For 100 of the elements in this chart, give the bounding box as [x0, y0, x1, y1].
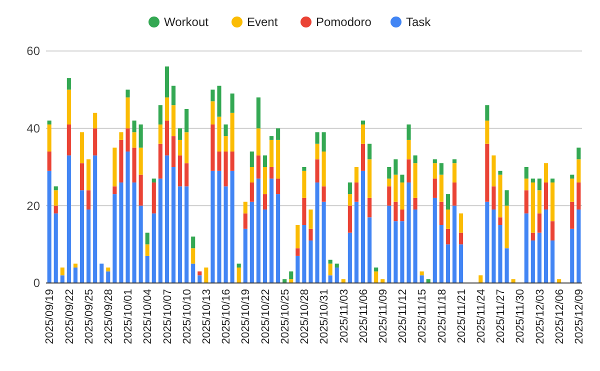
bar	[459, 232, 464, 244]
bar	[93, 155, 98, 283]
bar	[537, 190, 542, 214]
bar	[504, 248, 509, 283]
bar	[550, 178, 555, 182]
bar	[178, 186, 182, 283]
bar	[54, 213, 58, 283]
bar	[100, 264, 104, 283]
bar	[171, 136, 176, 167]
bar	[224, 186, 228, 283]
bar	[60, 275, 64, 283]
bar	[217, 86, 222, 117]
bar	[158, 144, 162, 179]
bar	[354, 202, 359, 283]
bar	[354, 167, 359, 182]
bar	[204, 268, 208, 283]
bar	[230, 112, 234, 152]
bar	[524, 167, 528, 179]
bar	[126, 152, 130, 283]
bar	[406, 159, 411, 182]
bar	[334, 264, 339, 268]
bar	[315, 159, 320, 182]
x-tick-label: 2025/11/24	[475, 289, 488, 344]
bar	[485, 202, 490, 283]
bar	[485, 144, 490, 202]
bar	[243, 228, 248, 283]
x-tick-label: 2025/10/13	[201, 289, 214, 344]
legend-label: Pomodoro	[316, 15, 372, 30]
bar	[112, 148, 117, 186]
bar	[73, 264, 78, 268]
bar	[217, 170, 222, 283]
bar	[368, 159, 372, 198]
bar	[504, 190, 509, 206]
bar	[164, 97, 169, 121]
x-tick-label: 2025/09/22	[64, 289, 76, 344]
bar	[158, 124, 162, 144]
bar	[250, 182, 254, 202]
bar	[276, 194, 280, 283]
bar	[498, 174, 502, 218]
bar	[276, 128, 280, 140]
bar	[54, 206, 58, 214]
bar	[164, 120, 169, 156]
bar	[394, 221, 398, 283]
bar	[550, 221, 555, 240]
x-tick-label: 2025/10/22	[260, 289, 272, 344]
legend-label: Task	[406, 15, 432, 30]
x-tick-label: 2025/09/25	[83, 289, 96, 344]
bar	[145, 244, 150, 256]
bar	[328, 275, 332, 283]
bar	[446, 228, 450, 244]
bar	[439, 174, 444, 202]
bar	[178, 140, 182, 156]
x-tick-label: 2025/12/06	[554, 289, 566, 344]
bar	[47, 152, 52, 171]
bar	[80, 163, 84, 190]
bar	[217, 152, 222, 171]
bar	[328, 264, 332, 276]
bar	[224, 124, 228, 136]
bar	[184, 109, 189, 132]
bar	[296, 248, 300, 256]
bar	[47, 170, 52, 283]
bar	[394, 159, 398, 175]
bar	[138, 206, 143, 283]
bar	[576, 159, 581, 182]
bar	[269, 140, 274, 167]
bar	[256, 128, 260, 156]
bar	[243, 202, 248, 214]
bar	[406, 124, 411, 140]
bar	[112, 194, 117, 283]
bar	[308, 228, 313, 240]
bar	[544, 182, 548, 210]
bar	[387, 167, 392, 179]
x-tick-label: 2025/11/15	[416, 289, 429, 344]
bar	[256, 178, 260, 283]
bar	[315, 182, 320, 283]
y-tick-label: 20	[26, 198, 40, 213]
bar	[360, 170, 366, 283]
bar	[262, 155, 268, 167]
bar	[492, 186, 496, 210]
bar	[570, 174, 574, 179]
bar	[119, 132, 124, 140]
bar	[47, 124, 52, 152]
bar	[439, 225, 444, 283]
bar	[322, 186, 326, 202]
bar	[191, 236, 196, 248]
x-tick-label: 2025/09/19	[44, 289, 56, 344]
bar	[158, 105, 162, 124]
bar	[132, 148, 136, 182]
bar	[394, 174, 398, 202]
bar	[269, 136, 274, 140]
bar	[198, 271, 202, 276]
bar	[413, 210, 418, 283]
bar	[138, 124, 143, 148]
bar	[387, 206, 392, 283]
bar	[387, 186, 392, 206]
bar	[446, 210, 450, 229]
bar	[60, 268, 64, 276]
bar	[66, 78, 71, 90]
bar	[374, 268, 378, 272]
bar	[348, 232, 352, 283]
